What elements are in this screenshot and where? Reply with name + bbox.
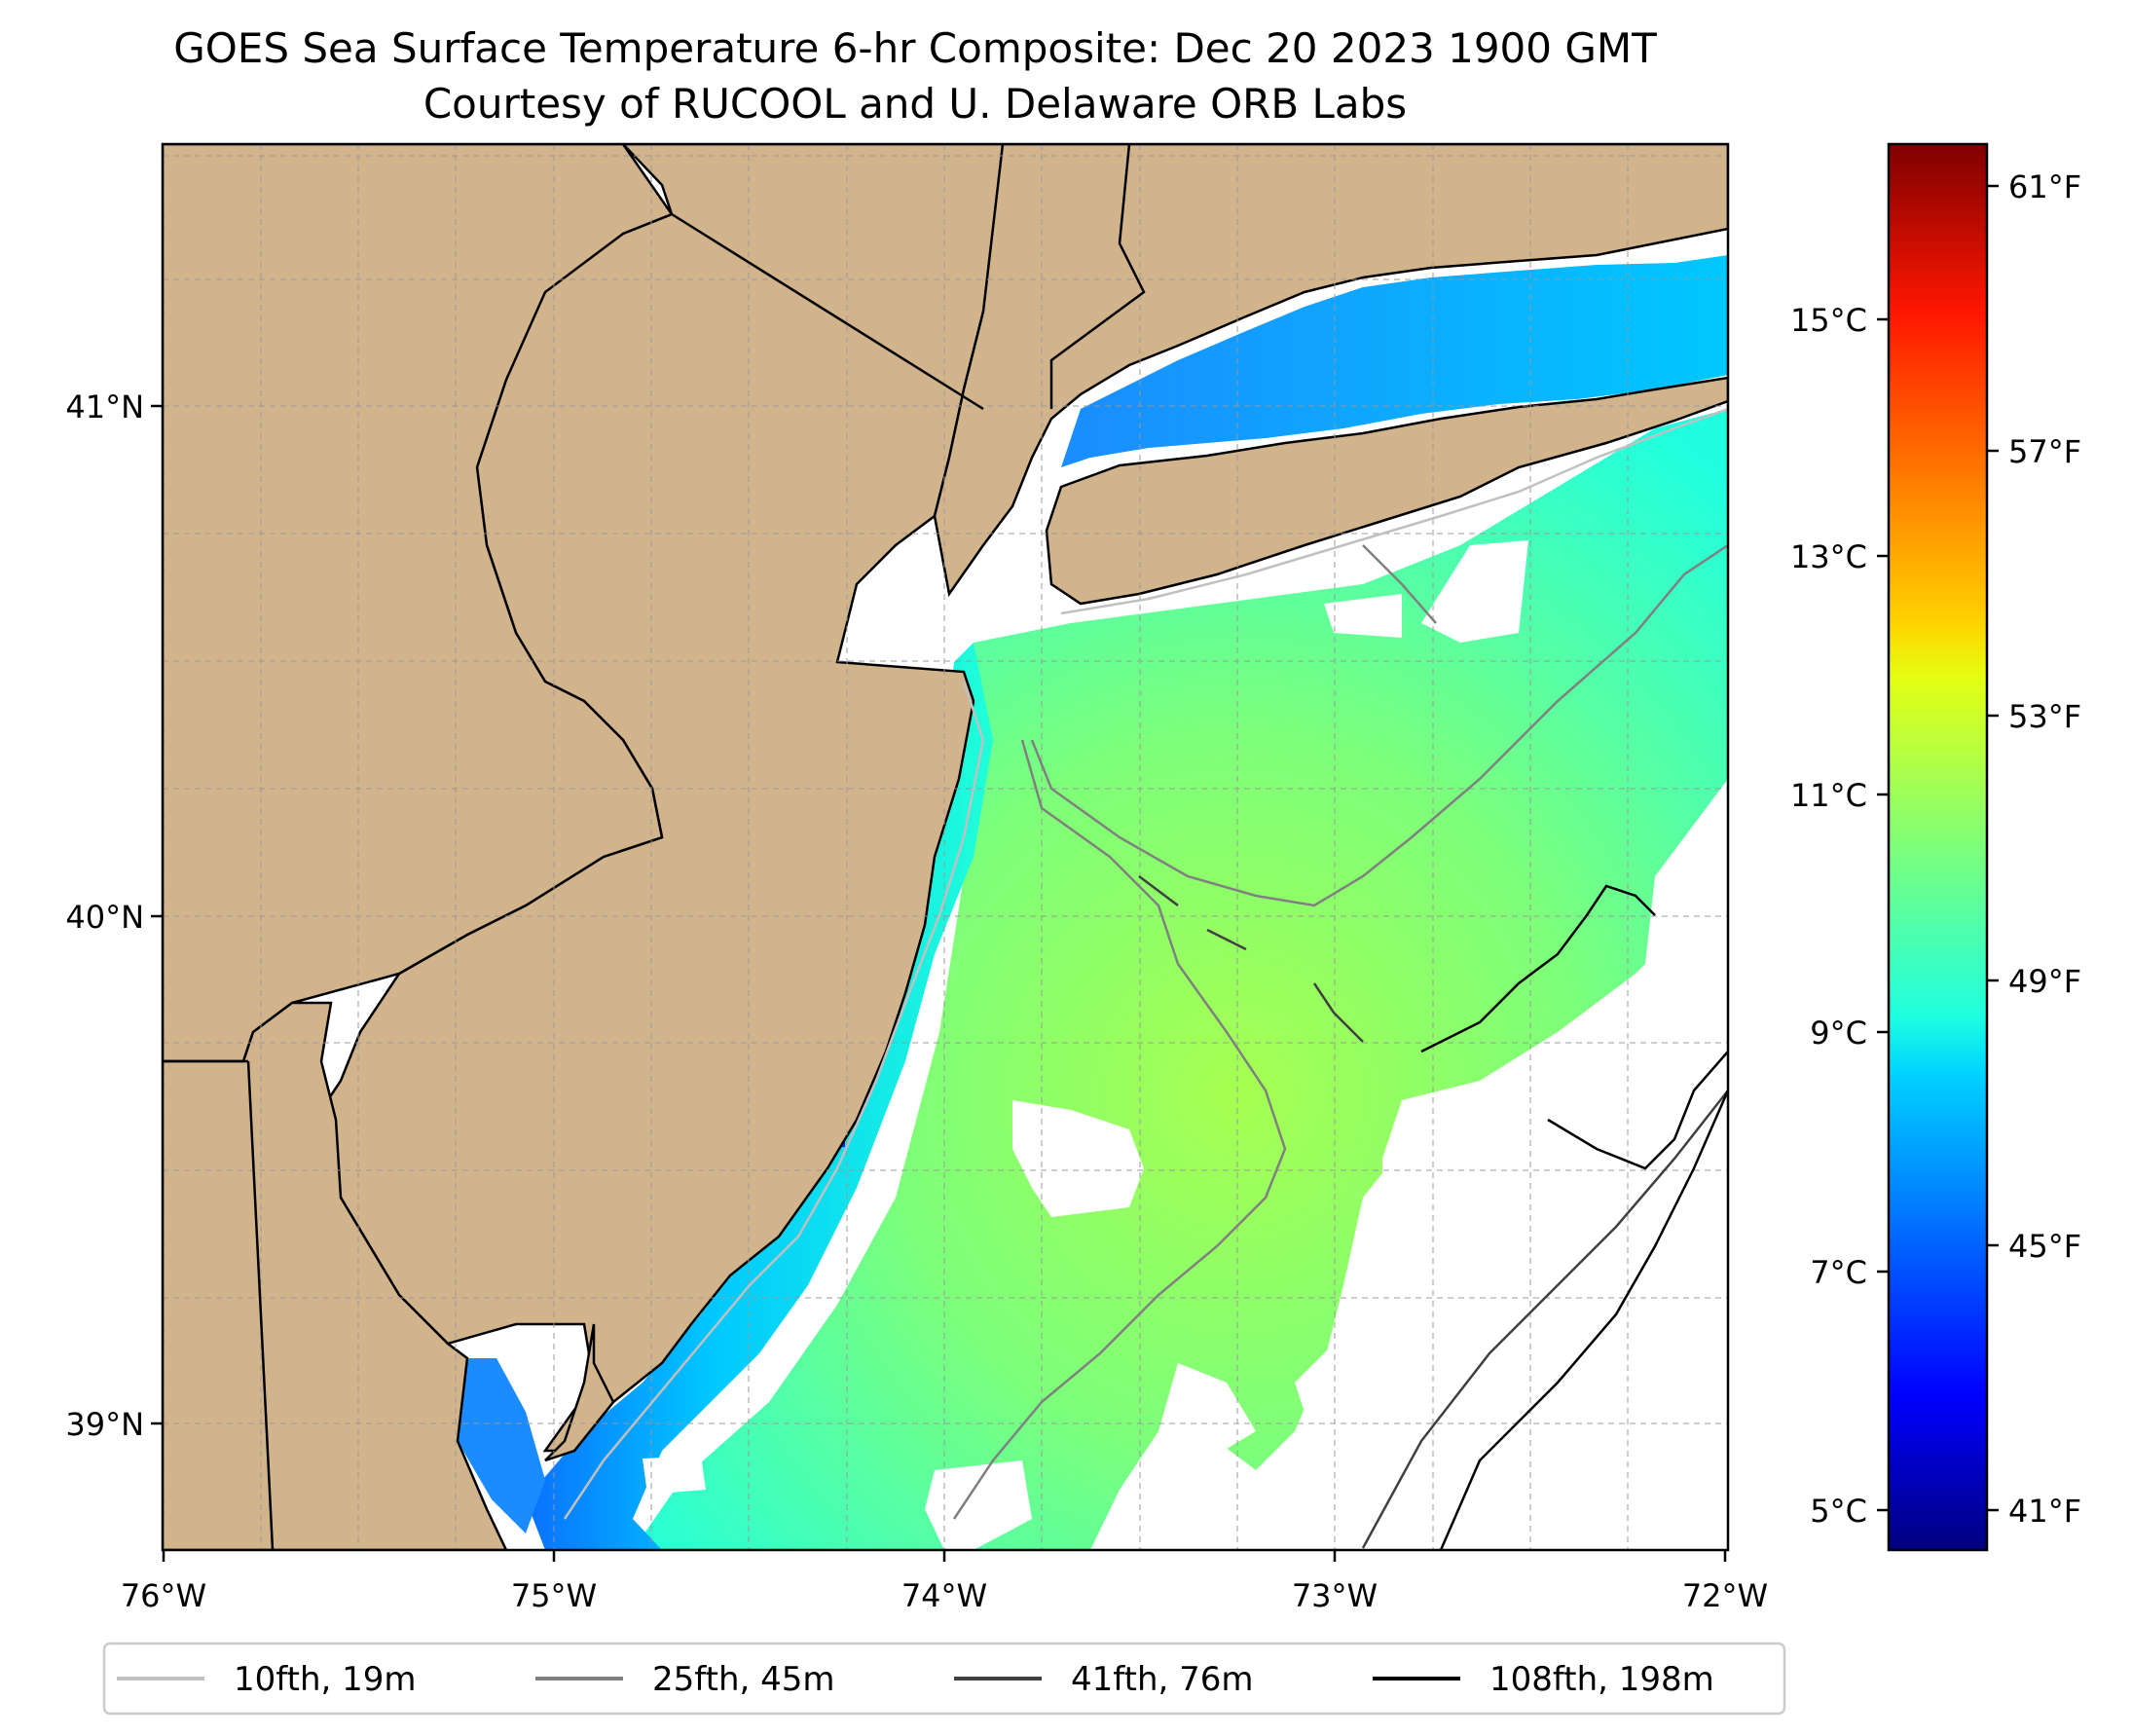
x-tick-label: 76°W xyxy=(121,1577,206,1614)
cloud-gap xyxy=(1012,1100,1144,1217)
sst-nearshore-band xyxy=(526,643,993,1550)
contour-108fth xyxy=(1420,884,1728,1550)
map-panel xyxy=(163,144,1728,1550)
boundary-de-md xyxy=(246,1060,275,1550)
boundary-ny-ct xyxy=(1049,144,1146,409)
legend-label: 25fth, 45m xyxy=(652,1660,835,1699)
y-tick-label: 39°N xyxy=(65,1406,144,1443)
colorbar-gradient xyxy=(1887,142,1989,1552)
figure-subtitle: Courtesy of RUCOOL and U. Delaware ORB L… xyxy=(423,80,1407,128)
sst-long-island-sound xyxy=(1061,255,1728,467)
contour-41fth xyxy=(1138,875,1728,1549)
cloud-gap xyxy=(1421,540,1528,643)
gridlines xyxy=(163,144,1728,1550)
colorbar-celsius-label: 9°C xyxy=(1810,1015,1867,1052)
x-tick-label: 74°W xyxy=(901,1577,987,1614)
x-axis: 76°W 75°W 74°W 73°W 72°W xyxy=(121,1550,1768,1614)
land-long-island xyxy=(1045,376,1728,606)
colorbar-fahrenheit-label: 49°F xyxy=(2008,963,2081,1000)
x-tick-label: 75°W xyxy=(511,1577,597,1614)
cloud-gap xyxy=(925,1460,1032,1550)
colorbar-fahrenheit-label: 61°F xyxy=(2008,168,2081,205)
y-tick-label: 41°N xyxy=(65,388,144,425)
colorbar: 15°C 13°C 11°C 9°C 7°C 5°C 61°F 57°F 53°… xyxy=(1790,142,2081,1552)
bathymetry-contours xyxy=(563,407,1728,1550)
colorbar-fahrenheit-label: 57°F xyxy=(2008,433,2081,470)
legend-label: 10fth, 19m xyxy=(234,1660,417,1699)
cloud-gap xyxy=(1295,896,1728,1550)
land-delaware xyxy=(163,1001,508,1550)
legend: 10fth, 19m 25fth, 45m 41fth, 76m 108fth,… xyxy=(102,1642,1786,1716)
colorbar-fahrenheit-label: 45°F xyxy=(2008,1228,2081,1265)
state-boundaries xyxy=(163,144,1146,1550)
contour-10fth xyxy=(563,407,1728,1520)
cloud-gap xyxy=(643,1456,706,1495)
boundary-ny-nj xyxy=(671,212,984,411)
sst-field xyxy=(443,255,1728,1550)
colorbar-celsius-label: 5°C xyxy=(1810,1493,1867,1530)
colorbar-celsius-label: 7°C xyxy=(1810,1254,1867,1291)
figure-title: GOES Sea Surface Temperature 6-hr Compos… xyxy=(173,24,1657,72)
land-cape-may-peninsula xyxy=(544,1323,615,1462)
legend-box xyxy=(102,1642,1786,1716)
colorbar-fahrenheit-label: 41°F xyxy=(2008,1493,2081,1530)
colorbar-celsius-label: 11°C xyxy=(1790,777,1867,814)
x-tick-label: 72°W xyxy=(1682,1577,1768,1614)
colorbar-celsius-label: 13°C xyxy=(1790,538,1867,575)
colorbar-fahrenheit-label: 53°F xyxy=(2008,698,2081,735)
sst-delaware-bay xyxy=(443,1358,545,1533)
sst-shelf-region xyxy=(633,409,1728,1550)
cloud-gap xyxy=(1324,594,1402,638)
cloud-gap xyxy=(1090,1363,1256,1550)
legend-label: 41fth, 76m xyxy=(1071,1660,1254,1699)
contour-25fth xyxy=(952,543,1728,1520)
legend-label: 108fth, 198m xyxy=(1489,1660,1714,1699)
y-axis: 41°N 40°N 39°N xyxy=(65,388,163,1443)
y-tick-label: 40°N xyxy=(65,899,144,936)
land-new-york-connecticut xyxy=(933,144,1728,598)
x-tick-label: 73°W xyxy=(1292,1577,1378,1614)
colorbar-celsius-label: 15°C xyxy=(1790,302,1867,339)
